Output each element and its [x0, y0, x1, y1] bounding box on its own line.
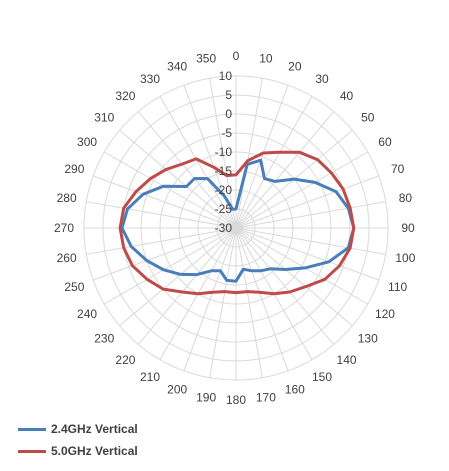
radial-tick-label: 5 — [225, 88, 232, 102]
legend-item-2-4ghz: 2.4GHz Vertical — [18, 418, 138, 440]
angle-label: 310 — [94, 110, 114, 124]
spoke-350 — [209, 78, 237, 229]
angle-label: 340 — [167, 59, 187, 73]
angle-label: 150 — [312, 370, 332, 384]
radial-tick-label: -20 — [215, 183, 233, 197]
spoke-260 — [86, 227, 237, 255]
angle-label: 280 — [57, 191, 77, 205]
legend-item-5-0ghz: 5.0GHz Vertical — [18, 440, 138, 462]
angle-label: 110 — [388, 280, 407, 294]
angle-label: 0 — [233, 49, 240, 63]
spoke-330 — [159, 96, 237, 229]
angle-label: 30 — [315, 72, 329, 86]
legend-label-2-4ghz: 2.4GHz Vertical — [51, 422, 138, 436]
spoke-230 — [119, 227, 237, 327]
spoke-70 — [235, 175, 380, 229]
angle-label: 260 — [57, 251, 77, 265]
spoke-320 — [137, 111, 237, 229]
angle-label: 10 — [259, 52, 273, 66]
spoke-170 — [235, 227, 263, 378]
radial-tick-label: -15 — [215, 164, 233, 178]
angle-label: 300 — [77, 135, 97, 149]
angle-label: 100 — [395, 251, 415, 265]
angle-label: 50 — [361, 110, 375, 124]
spoke-160 — [235, 227, 289, 372]
spoke-130 — [235, 227, 353, 327]
legend-swatch-5-0ghz — [18, 449, 46, 453]
spoke-110 — [235, 227, 380, 281]
angle-label: 40 — [340, 89, 354, 103]
angle-label: 250 — [64, 280, 84, 294]
angle-label: 60 — [378, 135, 392, 149]
angle-label: 20 — [288, 59, 302, 73]
spoke-290 — [92, 175, 237, 229]
spoke-10 — [235, 78, 263, 229]
spoke-100 — [235, 227, 386, 255]
spoke-220 — [137, 227, 237, 345]
spoke-310 — [119, 129, 237, 229]
spoke-250 — [92, 227, 237, 281]
spoke-60 — [235, 151, 368, 229]
angle-label: 80 — [399, 191, 413, 205]
angle-label: 120 — [375, 307, 395, 321]
spoke-240 — [104, 227, 237, 305]
radial-tick-label: 10 — [219, 69, 233, 83]
legend-label-5-0ghz: 5.0GHz Vertical — [51, 444, 138, 458]
angle-label: 320 — [115, 89, 135, 103]
series-line-1 — [118, 150, 356, 296]
spoke-340 — [183, 84, 237, 229]
angle-label: 230 — [94, 332, 114, 346]
spoke-280 — [86, 201, 237, 229]
angle-label: 330 — [140, 72, 160, 86]
legend: 2.4GHz Vertical 5.0GHz Vertical — [18, 418, 138, 462]
angle-label: 130 — [358, 332, 378, 346]
spoke-190 — [209, 227, 237, 378]
radial-tick-label: -10 — [215, 145, 233, 159]
angle-label: 160 — [285, 383, 305, 397]
angle-label: 240 — [77, 307, 97, 321]
spoke-30 — [235, 96, 313, 229]
angle-label: 190 — [196, 390, 216, 404]
series-line-0 — [120, 158, 356, 283]
legend-swatch-2-4ghz — [18, 427, 46, 431]
angle-label: 220 — [115, 353, 135, 367]
angle-label: 170 — [256, 390, 276, 404]
spoke-40 — [235, 111, 335, 229]
radial-tick-label: 0 — [225, 107, 232, 121]
radial-tick-label: -30 — [215, 221, 233, 235]
angle-label: 70 — [391, 162, 405, 176]
spoke-80 — [235, 201, 386, 229]
radial-tick-label: -25 — [215, 202, 233, 216]
angle-label: 350 — [196, 52, 216, 66]
angle-label: 210 — [140, 370, 160, 384]
radial-tick-label: -5 — [221, 126, 232, 140]
angle-label: 270 — [54, 221, 74, 235]
spoke-300 — [104, 151, 237, 229]
angle-label: 180 — [226, 393, 246, 407]
spoke-200 — [183, 227, 237, 372]
angle-label: 290 — [64, 162, 84, 176]
spoke-120 — [235, 227, 368, 305]
angle-label: 140 — [337, 353, 357, 367]
angle-label: 200 — [167, 383, 187, 397]
spoke-140 — [235, 227, 335, 345]
spoke-20 — [235, 84, 289, 229]
angle-label: 90 — [401, 221, 415, 235]
